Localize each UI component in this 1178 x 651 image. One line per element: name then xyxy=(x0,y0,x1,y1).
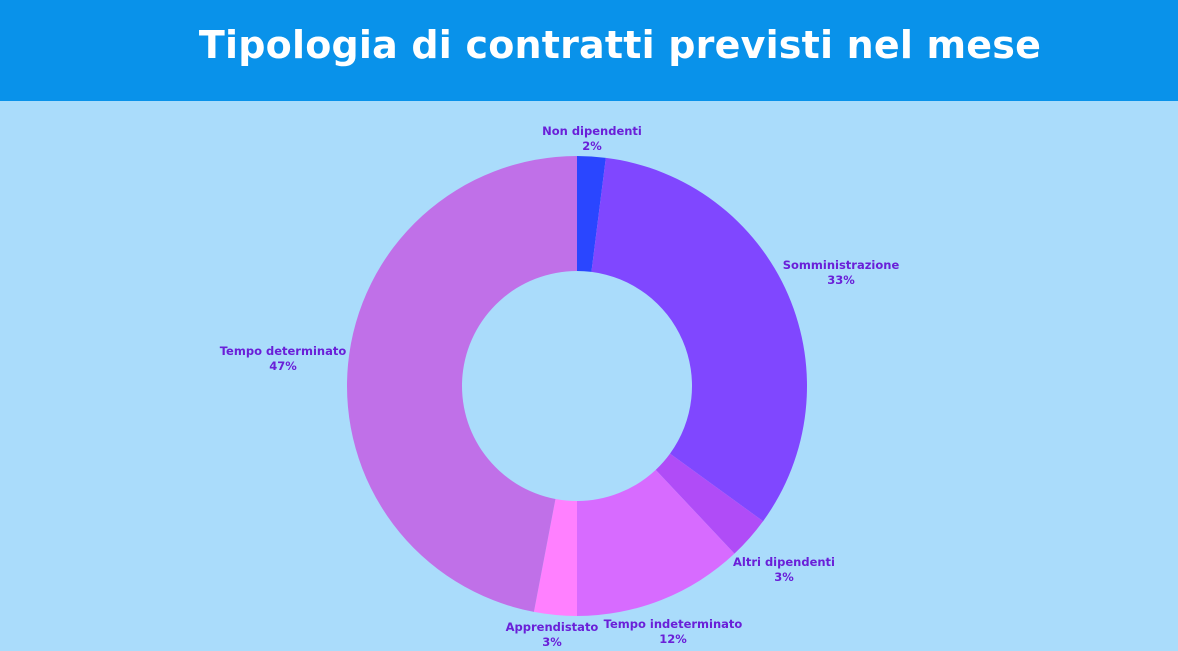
slice-label-name: Somministrazione xyxy=(783,258,900,272)
slice-label-altri-dipendenti: Altri dipendenti 3% xyxy=(733,555,835,584)
slice-label-name: Tempo determinato xyxy=(220,344,347,358)
slice-label-value: 12% xyxy=(659,632,687,646)
slice-label-non-dipendenti: Non dipendenti 2% xyxy=(542,124,642,153)
slice-tempo-indeterminato xyxy=(577,469,735,616)
slice-label-value: 33% xyxy=(827,273,855,287)
slice-label-name: Tempo indeterminato xyxy=(604,617,743,631)
slice-label-value: 3% xyxy=(542,635,562,649)
slice-label-tempo-determinato: Tempo determinato 47% xyxy=(220,344,347,373)
chart-title: Tipologia di contratti previsti nel mese xyxy=(198,23,1042,67)
slice-label-tempo-indeterminato: Tempo indeterminato 12% xyxy=(604,617,743,646)
slice-label-value: 3% xyxy=(774,570,794,584)
slice-altri-dipendenti xyxy=(655,453,764,554)
slice-label-apprendistato: Apprendistato 3% xyxy=(506,620,599,649)
slice-label-value: 47% xyxy=(269,359,297,373)
title-bar: Tipologia di contratti previsti nel mese xyxy=(0,0,1178,101)
slice-somministrazione xyxy=(591,157,807,522)
slice-label-name: Apprendistato xyxy=(506,620,599,634)
chart-labels: Non dipendenti 2% Somministrazione 33% Altri… xyxy=(220,124,900,649)
slice-non-dipendenti xyxy=(577,156,606,272)
slice-label-name: Non dipendenti xyxy=(542,124,642,138)
slice-label-name: Altri dipendenti xyxy=(733,555,835,569)
chart-slices xyxy=(347,156,807,616)
slice-label-somministrazione: Somministrazione 33% xyxy=(783,258,900,287)
slice-label-value: 2% xyxy=(582,139,602,153)
slice-tempo-determinato xyxy=(347,156,577,612)
slice-apprendistato xyxy=(533,498,577,616)
